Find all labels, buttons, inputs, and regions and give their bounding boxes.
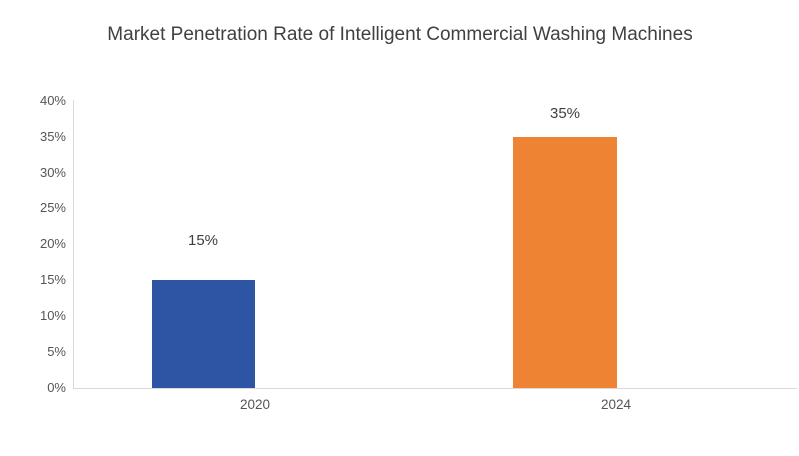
y-axis-tick-label: 20%: [39, 236, 66, 252]
y-axis-tick-label: 10%: [39, 308, 66, 324]
chart-title: Market Penetration Rate of Intelligent C…: [107, 24, 693, 45]
x-axis-category-label: 2020: [239, 397, 271, 412]
x-axis-category-label: 2024: [600, 397, 632, 412]
y-axis-tick-label: 0%: [47, 380, 66, 395]
bar-2020: [152, 280, 255, 388]
x-axis-line: [73, 388, 797, 389]
data-label-2024: 35%: [549, 105, 581, 122]
y-axis-tick-label: 30%: [39, 164, 66, 180]
y-axis-tick-label: 35%: [39, 128, 66, 144]
y-axis-tick-label: 15%: [39, 272, 66, 288]
y-axis-tick-label: 5%: [47, 344, 66, 360]
y-axis-tick-label: 25%: [39, 200, 66, 216]
y-axis-line: [73, 100, 74, 388]
bar-2024: [513, 136, 617, 388]
y-axis-tick-label: 40%: [39, 92, 66, 108]
data-label-2020: 15%: [187, 232, 219, 249]
